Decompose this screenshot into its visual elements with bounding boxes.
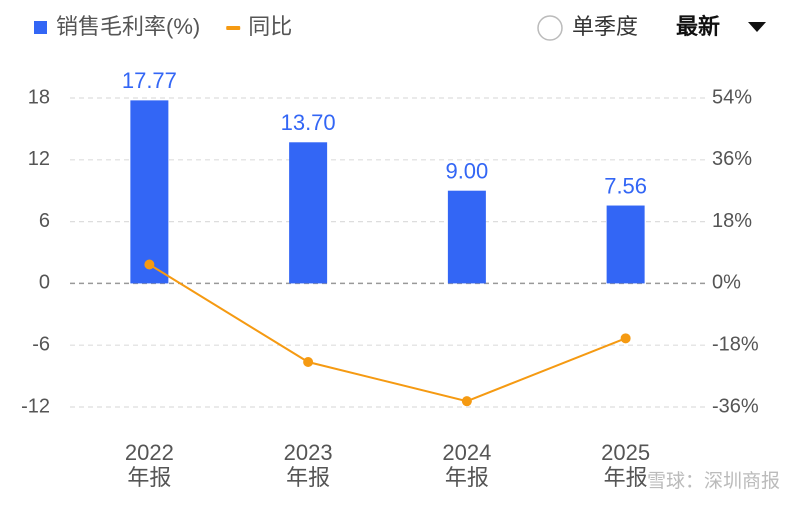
legend-swatch <box>34 21 47 34</box>
y-tick-label: -12 <box>21 395 50 417</box>
value-label: 9.00 <box>445 159 488 184</box>
x-tick-label: 2022 年报 <box>124 440 174 490</box>
legend-label: 同比 <box>248 14 292 39</box>
x-tick-label: 2025 年报 <box>601 440 651 490</box>
bar <box>447 190 486 284</box>
y-tick-label: 6 <box>39 210 50 232</box>
y-tick-label: 18 <box>28 86 50 108</box>
y-tick-label: -6 <box>32 333 50 355</box>
y2-tick-label: 54% <box>712 86 752 108</box>
x-tick-label: 2023 年报 <box>283 440 333 490</box>
value-label: 17.77 <box>122 68 177 93</box>
line-point <box>303 357 314 368</box>
y2-tick-label: 36% <box>712 148 752 170</box>
line-point <box>461 396 472 407</box>
period-option[interactable]: 单季度 <box>572 14 638 39</box>
bar <box>130 100 169 284</box>
line-point <box>620 333 631 344</box>
bar <box>289 142 328 284</box>
y2-tick-label: 18% <box>712 210 752 232</box>
y2-tick-label: -36% <box>712 395 759 417</box>
y-tick-label: 12 <box>28 148 50 170</box>
dropdown-arrow[interactable] <box>748 22 766 32</box>
x-tick-label: 2024 年报 <box>442 440 492 490</box>
y-tick-label: 0 <box>39 272 50 294</box>
legend-swatch <box>226 26 241 30</box>
watermark: 雪球：深圳商报 <box>647 470 780 492</box>
line-point <box>144 259 155 270</box>
value-label: 7.56 <box>604 173 647 198</box>
value-label: 13.70 <box>281 110 336 135</box>
y2-tick-label: 0% <box>712 272 741 294</box>
legend-label: 销售毛利率(%) <box>56 14 200 39</box>
line <box>148 263 626 403</box>
radio[interactable] <box>537 15 563 41</box>
bar <box>606 205 645 284</box>
sort-option[interactable]: 最新 <box>676 14 720 39</box>
y2-tick-label: -18% <box>712 333 759 355</box>
